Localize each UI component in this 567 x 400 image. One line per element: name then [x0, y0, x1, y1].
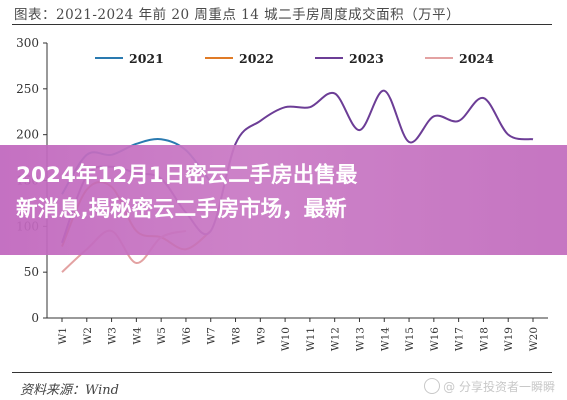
x-tick-label: W17 [454, 327, 466, 351]
caption-rule [12, 24, 552, 25]
y-tick-label: 0 [31, 311, 39, 325]
headline-banner [0, 145, 567, 255]
x-tick-label: W6 [181, 327, 193, 345]
x-tick-label: W7 [206, 327, 218, 344]
legend-label-2022: 2022 [239, 51, 274, 66]
headline-line-1: 2024年12月1日密云二手房出售最 [16, 163, 358, 188]
watermark-icon [424, 378, 441, 394]
x-tick-label: W12 [330, 327, 342, 351]
x-tick-label: W18 [478, 327, 490, 351]
x-tick-label: W16 [429, 327, 441, 351]
x-tick-label: W5 [156, 327, 168, 344]
headline-line-2: 新消息,揭秘密云二手房市场，最新 [16, 197, 347, 222]
x-tick-label: W9 [255, 327, 267, 344]
x-tick-label: W19 [503, 327, 515, 351]
y-tick-label: 250 [16, 82, 39, 96]
source-note: 资料来源：Wind [20, 383, 119, 398]
y-tick-label: 200 [16, 128, 39, 142]
legend-label-2021: 2021 [129, 51, 164, 66]
watermark: @ 分享投资者一瞬瞬 [424, 378, 555, 395]
x-tick-label: W4 [131, 327, 143, 345]
headline[interactable]: 2024年12月1日密云二手房出售最 新消息,揭秘密云二手房市场，最新 [16, 159, 561, 227]
x-tick-label: W14 [379, 327, 391, 351]
legend-label-2024: 2024 [459, 51, 494, 66]
x-tick-label: W11 [305, 327, 317, 351]
watermark-text: @ 分享投资者一瞬瞬 [443, 380, 555, 394]
legend-label-2023: 2023 [349, 51, 384, 66]
x-tick-label: W20 [528, 327, 540, 351]
x-tick-label: W10 [280, 327, 292, 351]
y-tick-label: 300 [16, 36, 39, 50]
x-tick-label: W2 [82, 327, 94, 344]
source-rule [12, 372, 552, 373]
x-tick-label: W1 [57, 327, 69, 344]
x-tick-label: W3 [107, 327, 119, 344]
x-tick-label: W15 [404, 327, 416, 351]
x-tick-label: W13 [354, 327, 366, 351]
y-tick-label: 50 [24, 265, 39, 279]
x-tick-label: W8 [231, 327, 243, 344]
chart-caption: 图表：2021-2024 年前 20 周重点 14 城二手房周度成交面积（万平） [14, 7, 461, 23]
